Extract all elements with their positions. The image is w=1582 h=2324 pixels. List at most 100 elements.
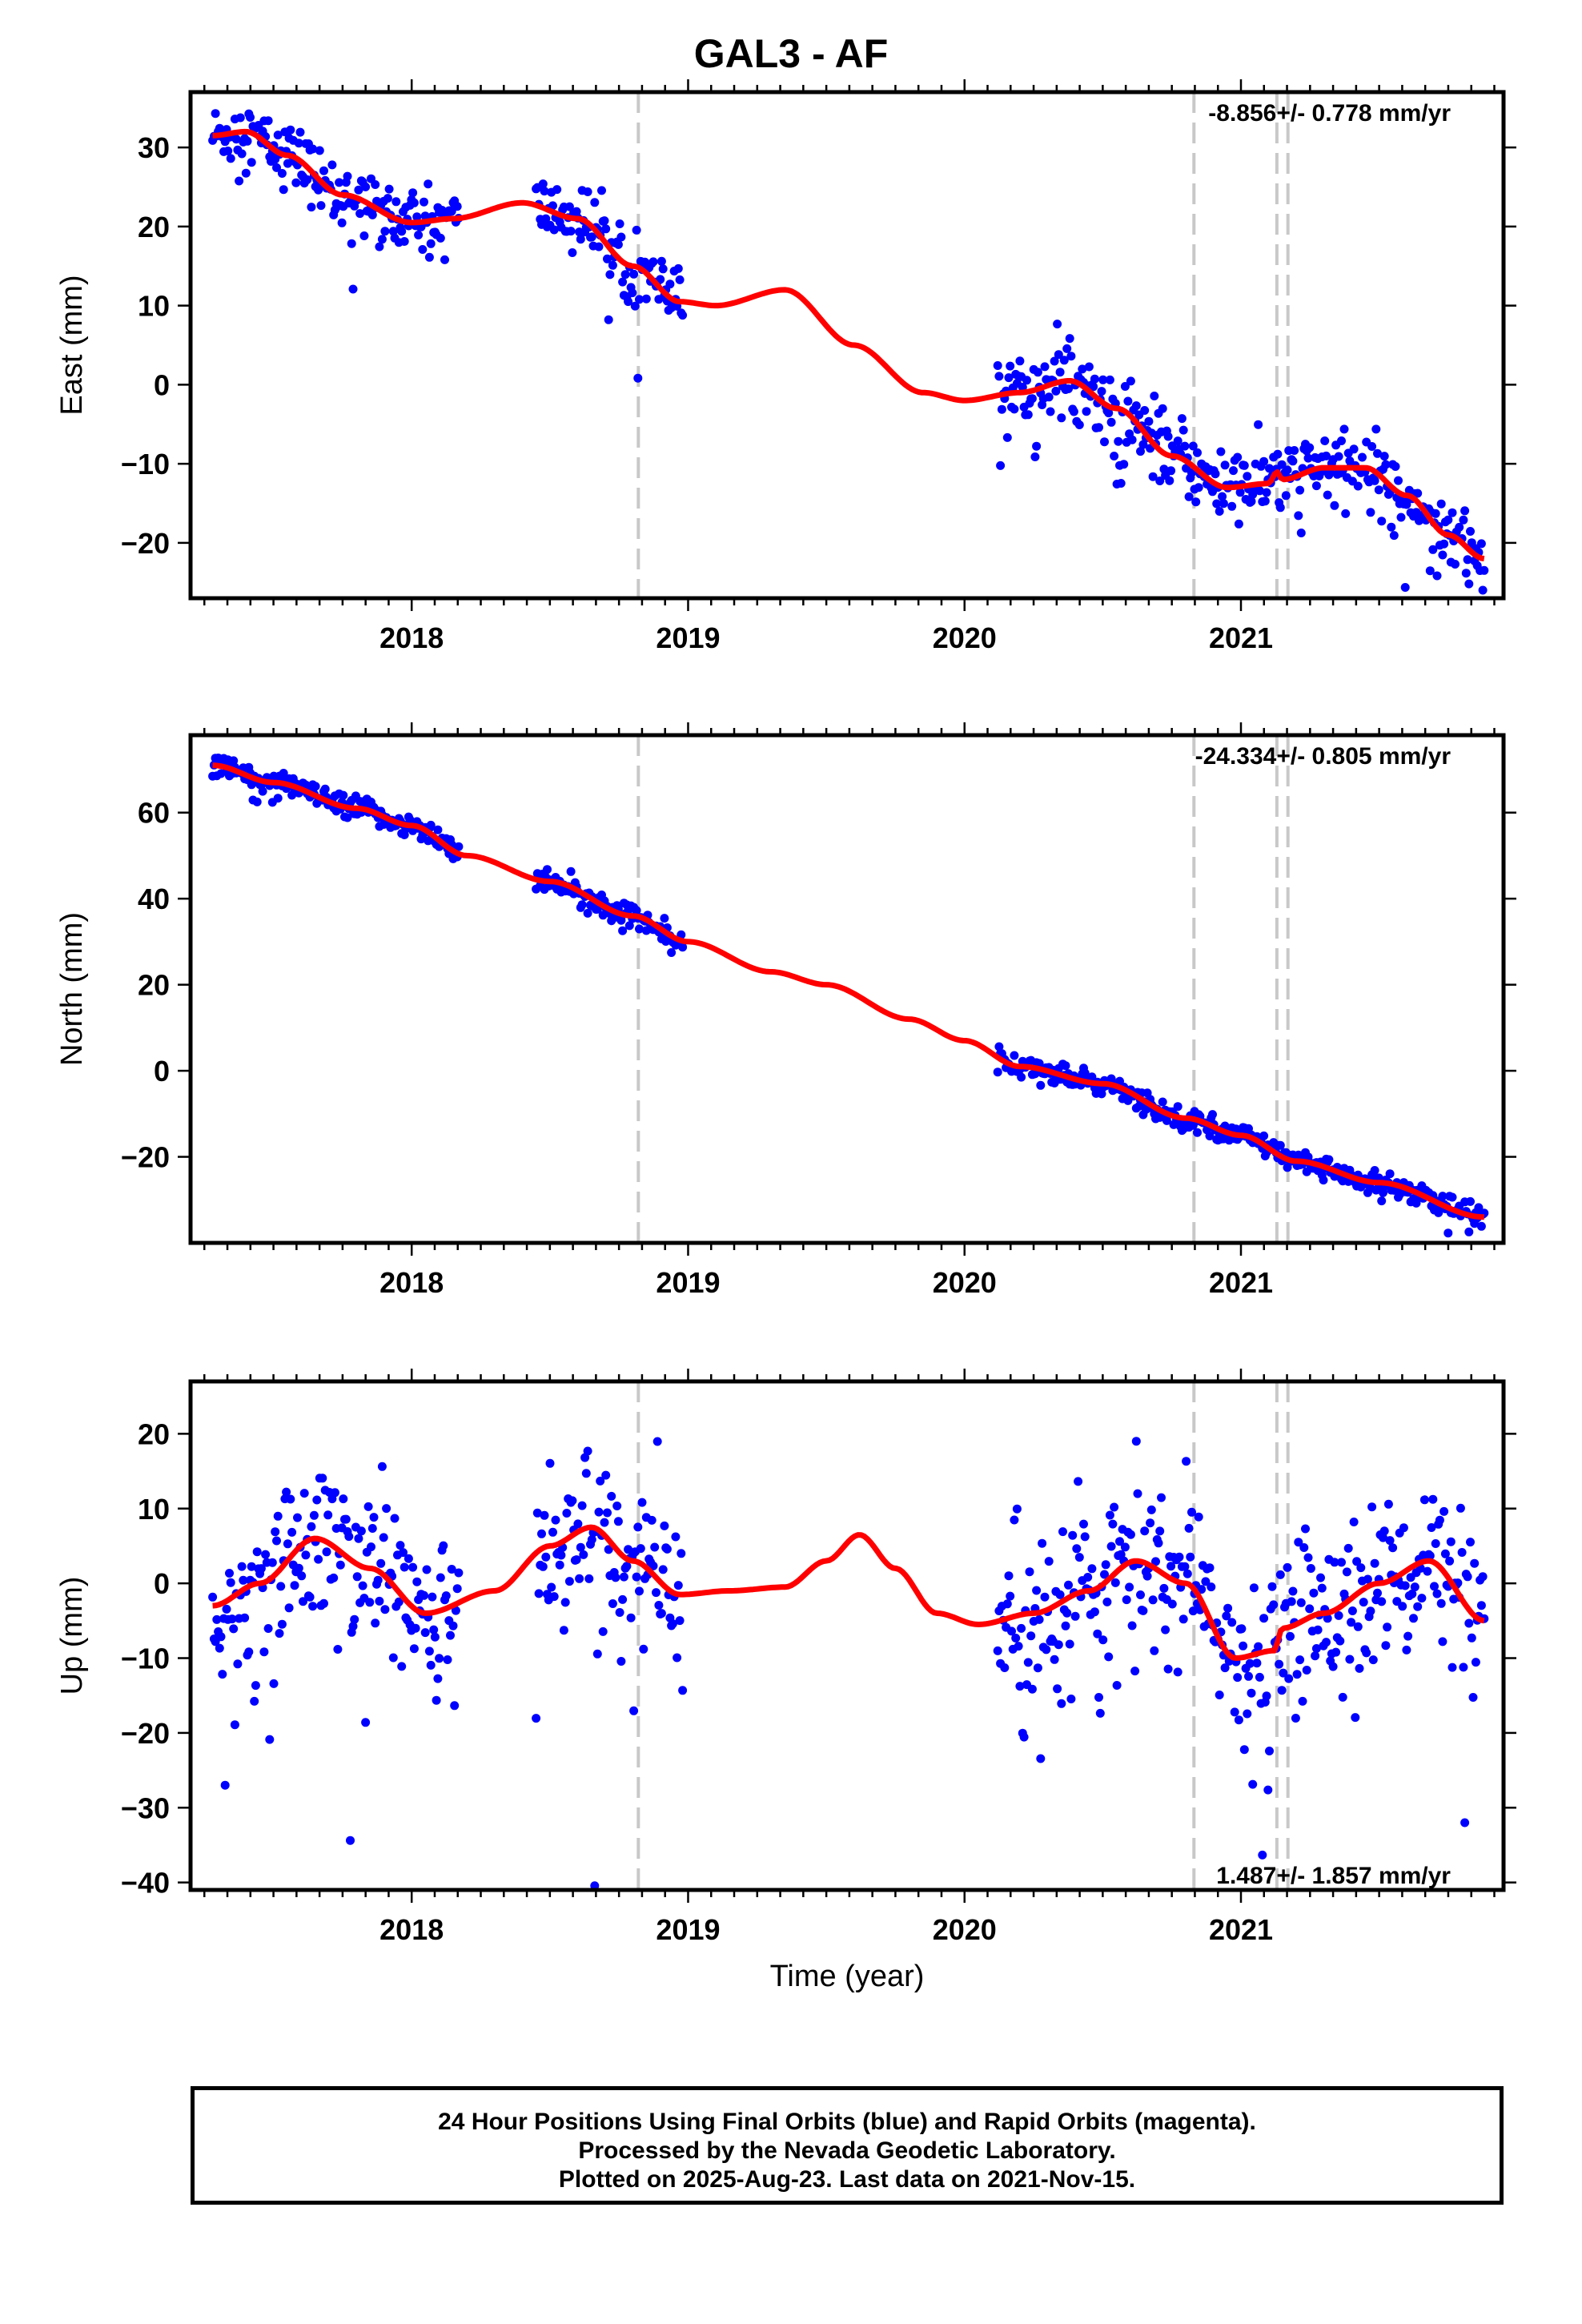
up-data-point-565 (1383, 1622, 1392, 1632)
up-data-point-214 (581, 1469, 591, 1478)
east-data-point-557 (1371, 424, 1381, 434)
east-data-point-578 (1400, 583, 1410, 592)
up-data-point-237 (613, 1517, 623, 1526)
up-data-point-159 (429, 1625, 439, 1634)
east-data-point-215 (583, 187, 592, 196)
up-data-point-449 (1222, 1611, 1231, 1621)
east-data-point-384 (1131, 401, 1141, 411)
east-data-point-389 (1138, 440, 1148, 449)
east-data-point-287 (997, 404, 1006, 414)
east-data-point-100 (347, 239, 356, 248)
up-data-point-567 (1385, 1536, 1395, 1546)
up-data-point-347 (1080, 1532, 1090, 1542)
up-data-point-496 (1287, 1597, 1296, 1606)
footer-line-1: 24 Hour Positions Using Final Orbits (bl… (438, 2109, 1256, 2135)
up-data-point-177 (454, 1568, 464, 1578)
east-data-point-617 (1455, 522, 1464, 532)
north-data-point-250 (632, 906, 641, 915)
east-data-point-225 (597, 186, 606, 195)
east-data-point-489 (1277, 460, 1287, 469)
up-data-point-487 (1275, 1659, 1284, 1669)
east-frame (188, 90, 1506, 601)
north-data-point-283 (678, 943, 688, 952)
north-data-point-215 (583, 908, 592, 918)
north-data-point-612 (1447, 1192, 1457, 1202)
east-data-point-366 (1106, 417, 1116, 427)
up-data-point-280 (673, 1581, 683, 1590)
up-data-point-356 (1093, 1629, 1102, 1638)
east-data-point-132 (391, 197, 401, 207)
up-data-point-584 (1409, 1614, 1418, 1623)
up-data-point-71 (307, 1522, 316, 1531)
east-data-point-553 (1366, 508, 1375, 517)
north-data-point-162 (433, 825, 443, 834)
east-data-point-350 (1084, 362, 1094, 372)
up-data-point-553 (1366, 1606, 1375, 1616)
east-data-point-190 (548, 201, 557, 211)
up-data-point-45 (271, 1527, 280, 1537)
north-data-point-157 (426, 820, 436, 830)
east-data-point-72 (308, 144, 318, 154)
up-data-point-9 (220, 1780, 230, 1790)
east-data-point-492 (1281, 491, 1291, 501)
up-data-point-226 (598, 1626, 608, 1636)
up-data-point-296 (1010, 1515, 1019, 1525)
north-data-point-625 (1466, 1196, 1475, 1206)
east-data-point-335 (1064, 384, 1073, 393)
east-data-point-291 (1002, 432, 1012, 442)
east-data-point-21 (237, 149, 247, 159)
up-data-point-587 (1413, 1602, 1423, 1611)
up-data-point-229 (603, 1508, 612, 1518)
north-data-point-333 (1061, 1061, 1070, 1071)
up-data-point-397 (1150, 1646, 1159, 1655)
up-data-point-238 (615, 1608, 624, 1617)
east-data-point-296 (1010, 404, 1019, 414)
east-data-point-252 (635, 295, 644, 304)
east-data-point-478 (1262, 488, 1271, 497)
east-data-point-403 (1158, 404, 1167, 413)
up-data-point-494 (1284, 1674, 1294, 1683)
north-data-point-74 (311, 782, 320, 791)
up-data-point-594 (1423, 1566, 1432, 1576)
east-data-point-508 (1303, 453, 1313, 463)
north-data-points (208, 754, 1489, 1243)
east-x-tick-label-1: 2019 (656, 621, 720, 654)
north-data-point-97 (343, 813, 352, 822)
east-data-point-305 (1022, 376, 1031, 385)
up-y-tick-label-1: −30 (121, 1791, 170, 1824)
up-data-point-479 (1263, 1785, 1273, 1795)
up-data-point-461 (1239, 1641, 1248, 1651)
up-data-point-190 (548, 1527, 557, 1537)
east-data-point-620 (1459, 515, 1468, 525)
north-data-point-15 (229, 756, 239, 766)
chart-title: GAL3 - AF (693, 31, 889, 76)
up-data-point-276 (668, 1619, 677, 1629)
up-data-point-15 (229, 1624, 239, 1634)
up-data-point-621 (1460, 1818, 1470, 1827)
north-data-point-315 (1036, 1080, 1046, 1090)
up-data-point-282 (677, 1549, 686, 1558)
east-data-point-532 (1337, 436, 1346, 445)
east-data-point-501 (1294, 511, 1303, 521)
up-data-point-211 (577, 1501, 587, 1510)
east-data-point-390 (1140, 406, 1150, 415)
up-data-point-233 (608, 1599, 617, 1608)
up-data-point-175 (451, 1606, 460, 1615)
east-data-point-442 (1212, 499, 1222, 509)
north-x-tick-label-0: 2018 (379, 1266, 444, 1299)
up-data-point-509 (1305, 1604, 1315, 1614)
up-data-point-478 (1262, 1691, 1271, 1701)
east-data-point-292 (1004, 373, 1014, 383)
east-data-point-63 (295, 127, 305, 137)
east-data-point-364 (1104, 408, 1114, 418)
up-data-point-543 (1352, 1557, 1362, 1566)
east-data-point-571 (1391, 462, 1400, 471)
up-data-point-346 (1079, 1519, 1088, 1529)
east-y-tick-label-1: −10 (121, 448, 170, 480)
east-data-point-414 (1173, 436, 1182, 446)
up-data-point-467 (1247, 1688, 1256, 1698)
up-data-point-23 (240, 1613, 250, 1622)
up-data-point-475 (1258, 1850, 1267, 1860)
east-data-point-268 (656, 256, 666, 266)
up-data-point-189 (547, 1582, 556, 1592)
